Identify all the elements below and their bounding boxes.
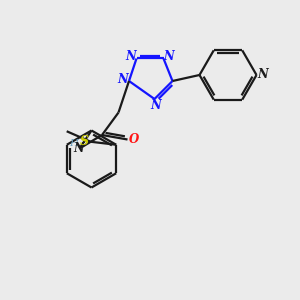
Text: N: N	[126, 50, 136, 64]
Text: N: N	[164, 50, 174, 64]
Text: S: S	[80, 135, 88, 148]
Text: O: O	[129, 133, 139, 146]
Text: H: H	[70, 139, 79, 148]
Text: N: N	[258, 68, 268, 82]
Text: N: N	[151, 99, 161, 112]
Text: N: N	[117, 73, 128, 86]
Text: N: N	[74, 142, 84, 155]
